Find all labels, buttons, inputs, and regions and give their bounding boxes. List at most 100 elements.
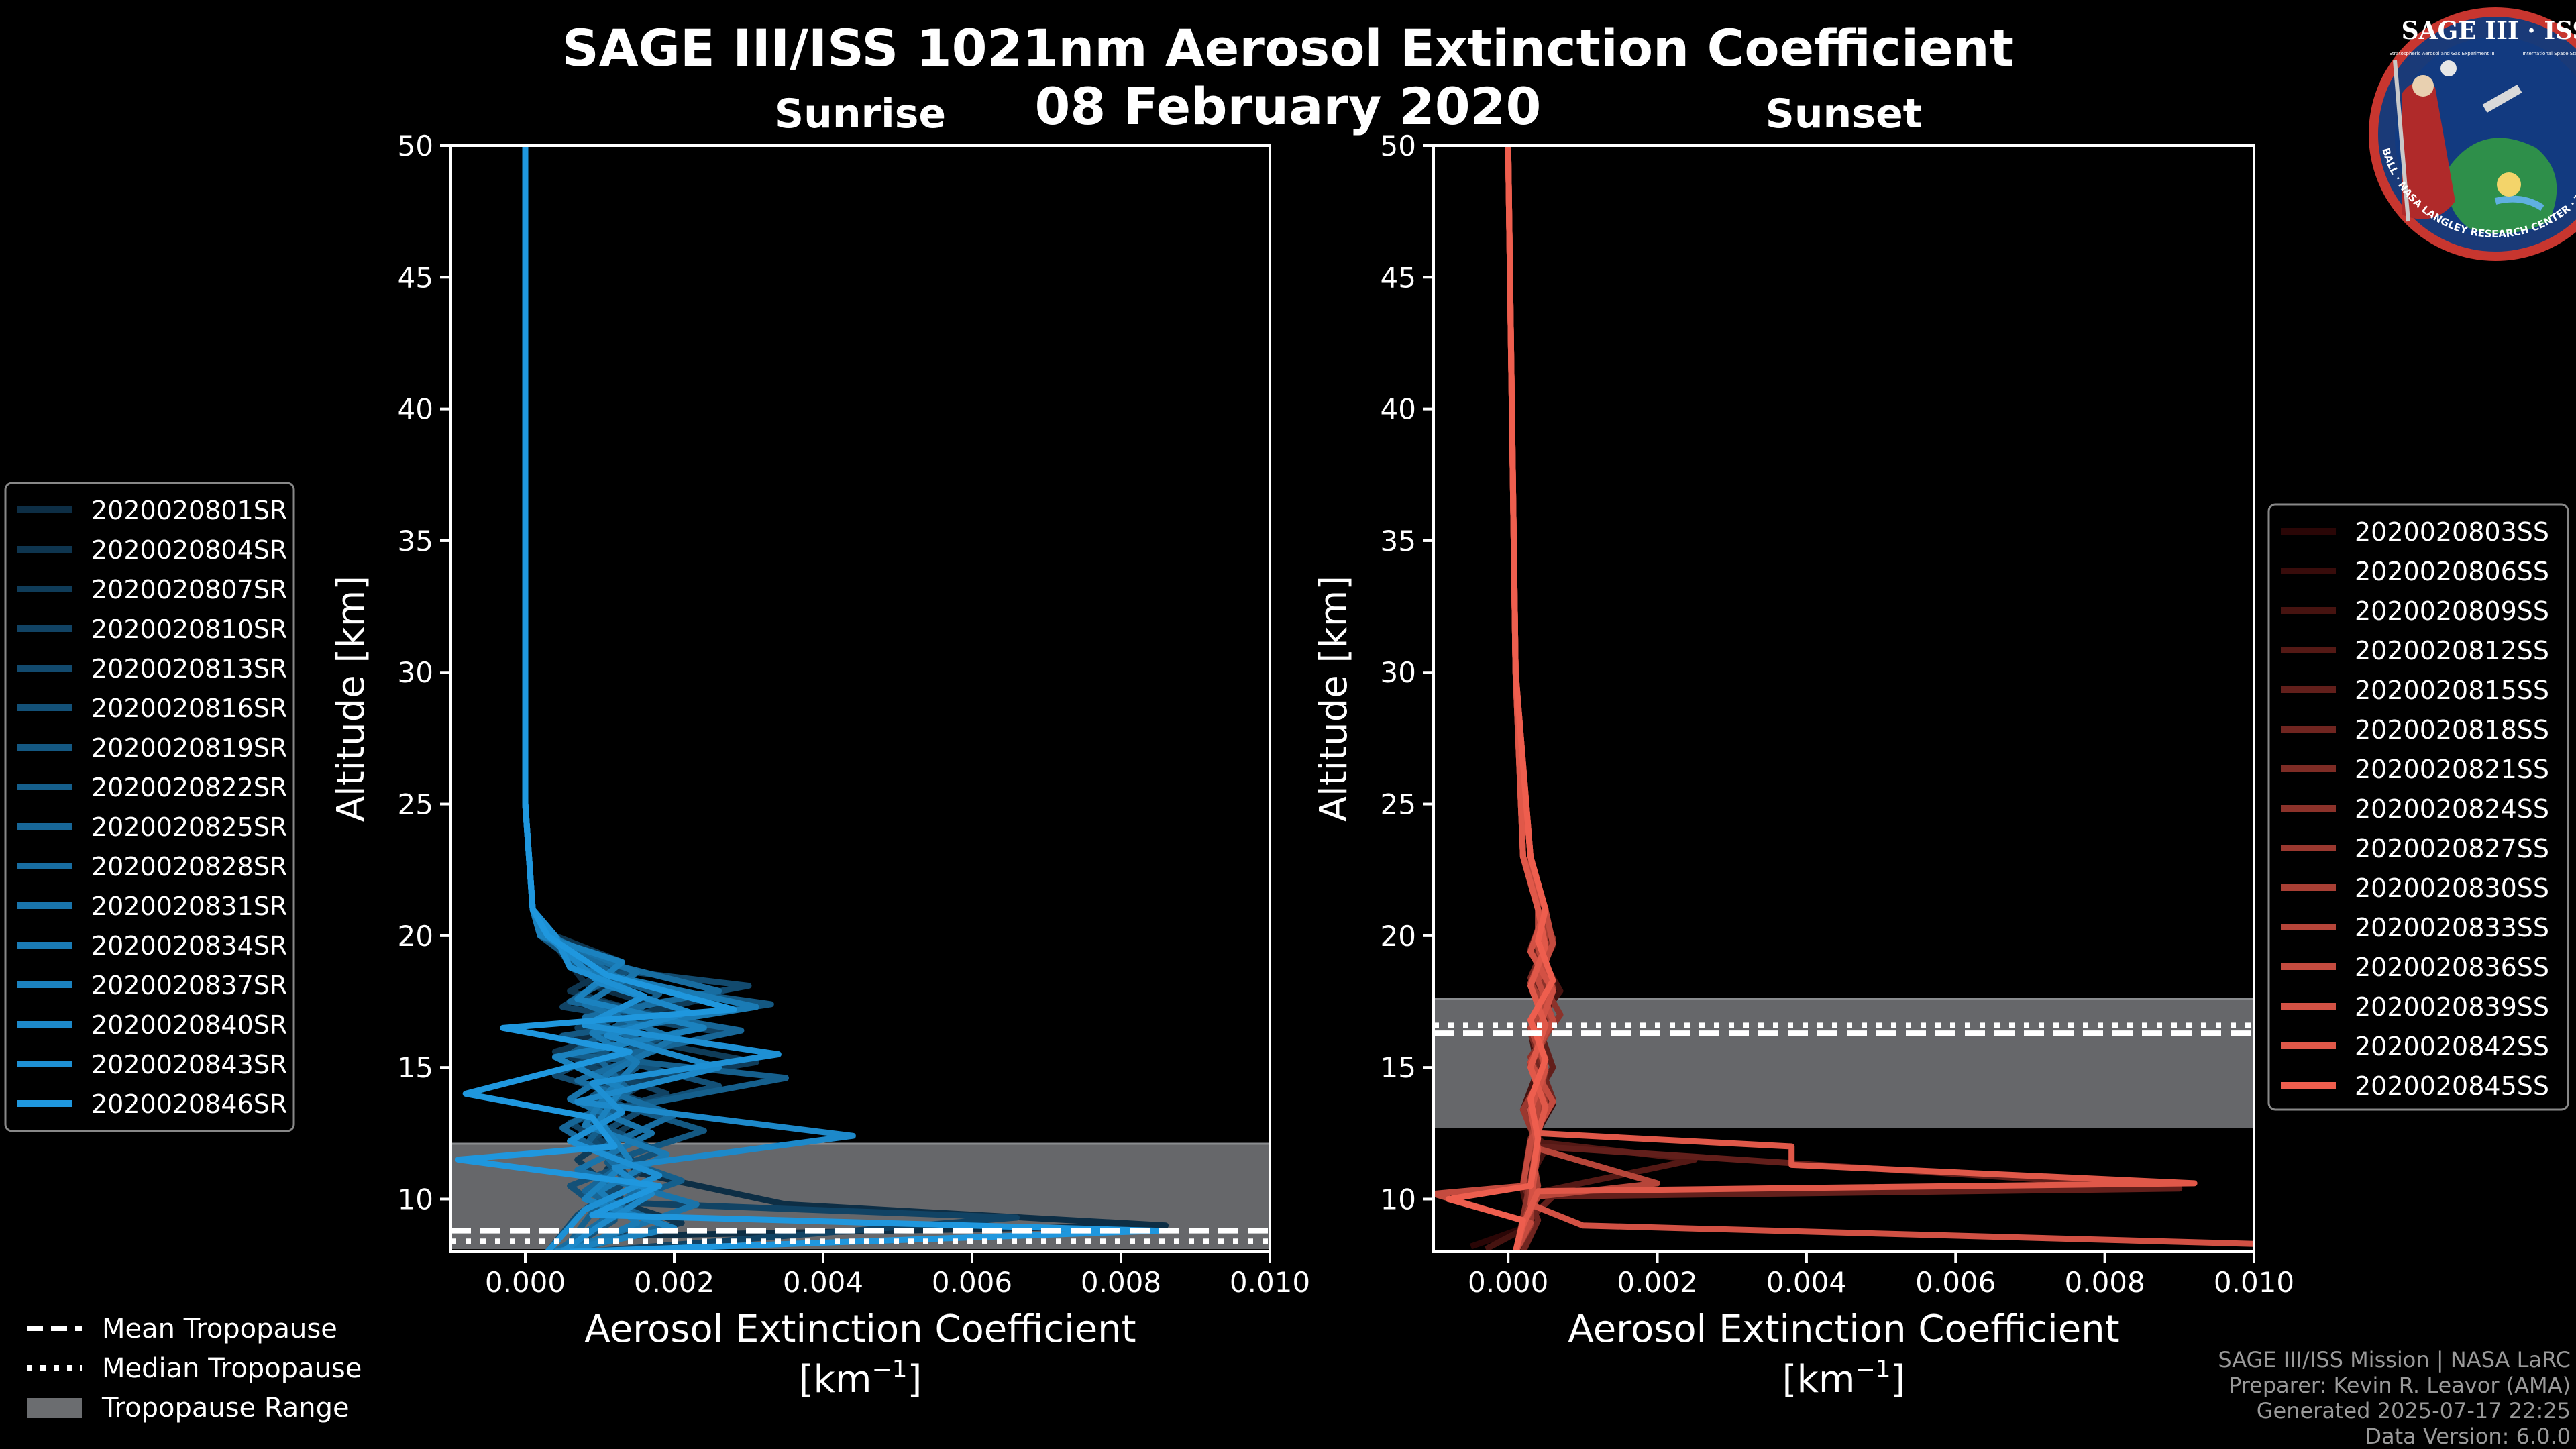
y-axis-label: Altitude [km] [329, 576, 373, 822]
legend-label: 2020020813SR [91, 654, 287, 684]
legend-label: 2020020815SS [2355, 676, 2549, 705]
legend-label: 2020020834SR [91, 931, 287, 961]
logo-subtitle-left: Stratospheric Aerosol and Gas Experiment… [2389, 51, 2494, 56]
legend-label: 2020020816SR [91, 694, 287, 723]
wizard-head-icon [2412, 75, 2434, 97]
footer-generated: Generated 2025-07-17 22:25 [2257, 1398, 2571, 1424]
legend-label: 2020020837SR [91, 971, 287, 1000]
y-tick-label: 20 [398, 920, 433, 953]
y-tick-label: 15 [1381, 1051, 1416, 1084]
y-tick-label: 45 [1381, 261, 1416, 294]
x-tick-label: 0.008 [2065, 1266, 2145, 1299]
wizard-icon [2402, 82, 2455, 219]
panel-title: Sunrise [775, 91, 946, 138]
plot-area [451, 146, 1270, 1252]
y-tick-label: 10 [1381, 1183, 1416, 1216]
legend-label: 2020020810SR [91, 614, 287, 644]
x-tick-label: 0.002 [1617, 1266, 1697, 1299]
tropopause-range-band [1434, 999, 2254, 1128]
legend-label: 2020020819SR [91, 733, 287, 763]
legend-label: 2020020809SS [2355, 596, 2549, 626]
x-tick-label: 0.010 [2214, 1266, 2294, 1299]
mean-tropopause-label: Mean Tropopause [102, 1313, 337, 1344]
legend-label: 2020020803SS [2355, 517, 2549, 547]
footer-data-version: Data Version: 6.0.0 [2365, 1424, 2571, 1449]
y-tick-label: 15 [398, 1051, 433, 1084]
y-tick-label: 50 [398, 129, 433, 162]
legend-label: 2020020831SR [91, 892, 287, 921]
legend-label: 2020020801SR [91, 496, 287, 525]
y-tick-label: 40 [398, 393, 433, 426]
legend-label: 2020020842SS [2355, 1032, 2549, 1061]
series-line-2020020845SS [1445, 146, 1556, 1252]
series-group [455, 146, 1169, 1252]
y-tick-label: 10 [398, 1183, 433, 1216]
figure-title: SAGE III/ISS 1021nm Aerosol Extinction C… [562, 18, 2014, 78]
legend-label: 2020020806SS [2355, 557, 2549, 586]
sunset-legend: 2020020803SS 2020020806SS 2020020809SS 2020… [2267, 503, 2569, 1111]
footer: SAGE III/ISS Mission | NASA LaRC Prepare… [2218, 1347, 2571, 1449]
y-tick-label: 25 [1381, 788, 1416, 821]
legend-label: 2020020839SS [2355, 992, 2549, 1022]
legend-label: 2020020843SR [91, 1050, 287, 1079]
y-tick-label: 30 [1381, 656, 1416, 689]
x-tick-label: 0.002 [634, 1266, 714, 1299]
sunrise-legend: 2020020801SR 2020020804SR 2020020807SR 2020… [4, 482, 295, 1132]
x-tick-label: 0.004 [1766, 1266, 1847, 1299]
x-axis-unit: [km−1] [1782, 1356, 1906, 1401]
earth-ocean-icon [2494, 195, 2544, 211]
x-axis-label: Aerosol Extinction Coefficient [1568, 1307, 2119, 1351]
legend-label: 2020020824SS [2355, 794, 2549, 824]
y-tick-label: 20 [1381, 920, 1416, 953]
sunrise-panel: 0.000 0.002 0.004 0.006 0.008 0.010 10 15 20 25 30… [329, 91, 1310, 1401]
tropopause-range-label: Tropopause Range [101, 1393, 350, 1424]
wizard-staff-icon [2393, 60, 2410, 222]
x-axis-unit: [km−1] [799, 1356, 922, 1401]
logo-subtitle-right: International Space Station [2522, 51, 2576, 56]
y-tick-label: 45 [398, 261, 433, 294]
legend-label: 2020020807SR [91, 575, 287, 604]
x-tick-label: 0.000 [1468, 1266, 1548, 1299]
y-tick-label: 30 [398, 656, 433, 689]
logo-title: SAGE III · ISS [2402, 17, 2576, 45]
x-tick-label: 0.004 [783, 1266, 863, 1299]
legend-label: 2020020836SS [2355, 953, 2549, 982]
axes-frame [1432, 144, 2255, 1253]
legend-label: 2020020821SS [2355, 755, 2549, 784]
y-tick-label: 50 [1381, 129, 1416, 162]
x-tick-label: 0.006 [932, 1266, 1012, 1299]
legend-label: 2020020845SS [2355, 1071, 2549, 1101]
legend-label: 2020020827SS [2355, 834, 2549, 863]
footer-mission: SAGE III/ISS Mission | NASA LaRC [2218, 1347, 2571, 1373]
y-axis-label: Altitude [km] [1312, 576, 1356, 822]
legend-label: 2020020825SR [91, 812, 287, 842]
x-tick-label: 0.010 [1230, 1266, 1310, 1299]
legend-label: 2020020818SS [2355, 715, 2549, 745]
y-tick-label: 35 [1381, 525, 1416, 557]
tropopause-range-swatch [27, 1398, 82, 1418]
figure-date: 08 February 2020 [1035, 76, 1542, 136]
x-tick-label: 0.006 [1915, 1266, 1996, 1299]
tropopause-legend: Mean Tropopause Median Tropopause Tropop… [27, 1313, 362, 1424]
moon-icon [2440, 60, 2457, 76]
x-tick-label: 0.000 [485, 1266, 566, 1299]
legend-label: 2020020830SS [2355, 873, 2549, 903]
series-line-2020020846SR [455, 146, 1161, 1252]
legend-box [4, 482, 295, 1132]
legend-label: 2020020804SR [91, 535, 287, 565]
y-tick-label: 40 [1381, 393, 1416, 426]
panel-title: Sunset [1766, 91, 1923, 138]
legend-label: 2020020822SR [91, 773, 287, 802]
sage-iii-iss-logo: SAGE III · ISS Stratospheric Aerosol and… [2369, 7, 2576, 261]
legend-label: 2020020840SR [91, 1010, 287, 1040]
x-tick-label: 0.008 [1081, 1266, 1161, 1299]
legend-label: 2020020812SS [2355, 636, 2549, 665]
legend-box [2267, 503, 2569, 1111]
footer-preparer: Preparer: Kevin R. Leavor (AMA) [2229, 1373, 2571, 1398]
axes-frame [449, 144, 1271, 1253]
y-tick-label: 35 [398, 525, 433, 557]
x-axis-label: Aerosol Extinction Coefficient [584, 1307, 1136, 1351]
sunset-panel: 0.000 0.002 0.004 0.006 0.008 0.010 10 15 20 25 30… [1312, 91, 2294, 1401]
median-tropopause-label: Median Tropopause [102, 1353, 362, 1384]
